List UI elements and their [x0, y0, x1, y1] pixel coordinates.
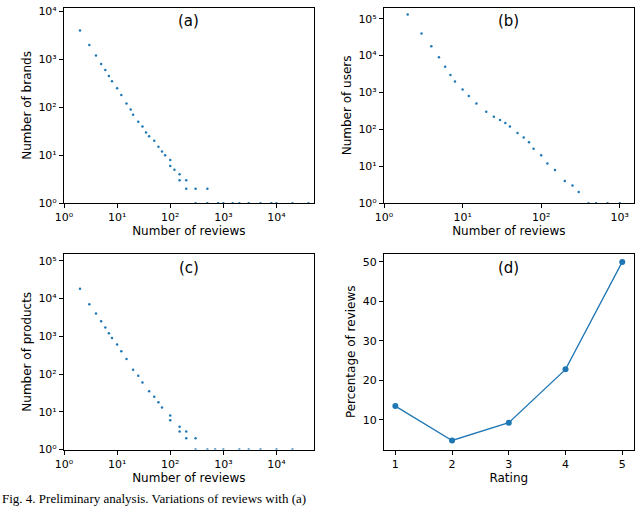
svg-text:10¹: 10¹ [453, 211, 471, 224]
svg-text:10²: 10² [38, 368, 56, 381]
svg-text:10⁰: 10⁰ [38, 197, 57, 210]
svg-text:Rating: Rating [489, 471, 528, 485]
svg-text:10⁰: 10⁰ [38, 443, 57, 456]
svg-text:10⁴: 10⁴ [38, 5, 57, 18]
svg-text:10⁰: 10⁰ [55, 458, 74, 471]
svg-text:10¹: 10¹ [108, 458, 126, 471]
svg-text:1: 1 [392, 458, 399, 471]
svg-text:Fig. 4. Preliminary analysis.: Fig. 4. Preliminary analysis. Variations… [2, 491, 306, 506]
svg-text:10⁵: 10⁵ [358, 13, 376, 26]
svg-text:(c): (c) [179, 259, 199, 277]
svg-text:4: 4 [562, 458, 569, 471]
svg-text:Number of brands: Number of brands [20, 51, 34, 160]
svg-text:10⁰: 10⁰ [358, 197, 377, 210]
svg-text:30: 30 [363, 335, 377, 348]
svg-text:10³: 10³ [358, 86, 376, 99]
svg-text:10⁴: 10⁴ [267, 211, 286, 224]
svg-text:5: 5 [619, 458, 626, 471]
svg-text:10²: 10² [161, 458, 179, 471]
svg-text:10⁴: 10⁴ [267, 458, 286, 471]
svg-text:10³: 10³ [214, 458, 232, 471]
svg-text:10: 10 [363, 414, 377, 427]
svg-text:10³: 10³ [214, 211, 232, 224]
svg-text:10³: 10³ [38, 53, 56, 66]
svg-text:10²: 10² [38, 101, 56, 114]
svg-text:Number of users: Number of users [340, 55, 354, 155]
svg-text:10¹: 10¹ [358, 160, 376, 173]
svg-text:10¹: 10¹ [38, 406, 56, 419]
svg-text:2: 2 [449, 458, 456, 471]
svg-text:10¹: 10¹ [108, 211, 126, 224]
svg-text:10⁰: 10⁰ [55, 211, 74, 224]
svg-text:10¹: 10¹ [38, 149, 56, 162]
svg-text:50: 50 [363, 256, 377, 269]
svg-text:Percentage of reviews: Percentage of reviews [344, 285, 358, 418]
svg-text:10⁵: 10⁵ [38, 255, 56, 268]
svg-text:10⁴: 10⁴ [38, 292, 57, 305]
svg-text:10³: 10³ [38, 330, 56, 343]
svg-text:10²: 10² [532, 211, 550, 224]
svg-text:Number of reviews: Number of reviews [452, 224, 565, 238]
svg-text:Number of reviews: Number of reviews [132, 471, 245, 485]
svg-text:Number of products: Number of products [20, 292, 34, 412]
svg-text:(a): (a) [178, 12, 199, 30]
svg-text:10⁰: 10⁰ [375, 211, 394, 224]
svg-text:3: 3 [505, 458, 512, 471]
svg-text:20: 20 [363, 374, 377, 387]
svg-text:10²: 10² [358, 123, 376, 136]
svg-text:Number of reviews: Number of reviews [132, 224, 245, 238]
svg-text:10³: 10³ [611, 211, 629, 224]
svg-text:10⁴: 10⁴ [358, 49, 377, 62]
svg-text:40: 40 [363, 295, 377, 308]
svg-text:(d): (d) [498, 259, 519, 277]
svg-text:(b): (b) [498, 12, 519, 30]
svg-text:10²: 10² [161, 211, 179, 224]
